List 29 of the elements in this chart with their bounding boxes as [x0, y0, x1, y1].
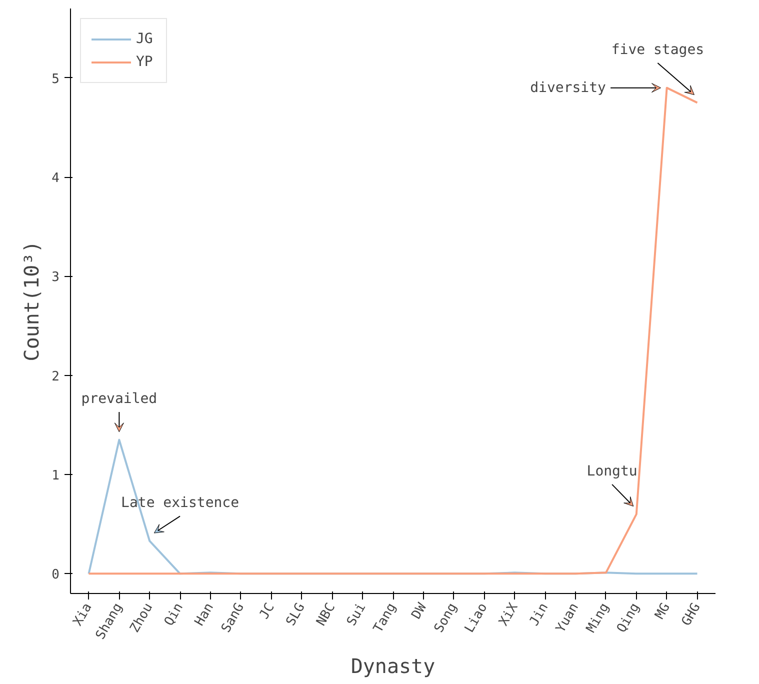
- annotation: five stages: [611, 42, 704, 58]
- x-tick-label: Han: [192, 600, 217, 629]
- y-tick-label: 2: [52, 369, 60, 384]
- x-tick-label: GHG: [679, 600, 704, 629]
- x-axis-title: Dynasty: [350, 654, 436, 678]
- x-tick-label: Sui: [344, 600, 370, 629]
- x-tick-label: NBC: [314, 600, 339, 629]
- y-tick-label: 4: [52, 171, 60, 186]
- x-tick-label: SanG: [218, 600, 248, 636]
- x-tick-label: DW: [409, 600, 430, 622]
- x-tick-label: XiX: [496, 600, 522, 629]
- y-tick-label: 0: [52, 568, 60, 583]
- x-tick-label: Jin: [526, 600, 552, 629]
- legend-label: JG: [136, 31, 154, 47]
- x-tick-label: Xia: [70, 600, 96, 629]
- y-tick-label: 1: [52, 468, 60, 484]
- annotation: diversity: [530, 80, 606, 96]
- y-tick-label: 5: [52, 72, 60, 87]
- x-tick-label: Qin: [162, 600, 187, 629]
- y-axis-title: Count(10³): [20, 240, 44, 362]
- annotation: Late existence: [121, 495, 240, 512]
- x-tick-label: MG: [652, 600, 674, 622]
- legend-label: YP: [136, 54, 154, 70]
- x-tick-label: SLG: [284, 600, 308, 629]
- x-tick-label: JC: [257, 600, 278, 622]
- annotation: Longtu: [586, 463, 638, 480]
- y-tick-label: 3: [52, 270, 60, 286]
- x-tick-label: Liao: [462, 600, 491, 636]
- annotation: prevailed: [81, 391, 158, 408]
